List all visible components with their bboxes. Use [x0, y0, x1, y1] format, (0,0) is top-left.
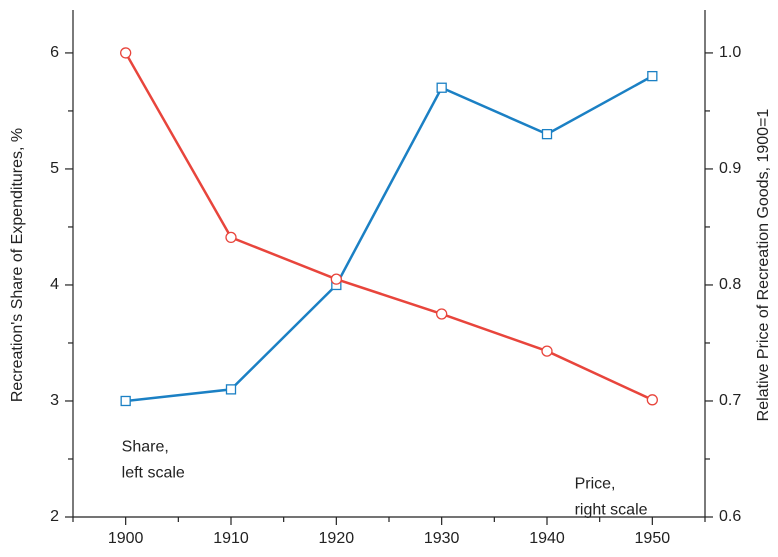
y-tick-label: 3	[50, 392, 59, 409]
point-marker	[120, 395, 131, 407]
x-tick-label: 1930	[424, 530, 460, 547]
y2-axis-label: Relative Price of Recreation Goods, 1900…	[755, 109, 772, 422]
point-marker	[541, 345, 553, 357]
y-tick-label: 2	[50, 508, 59, 525]
y-tick-label: 5	[50, 160, 59, 177]
annotation: Share,	[122, 439, 169, 456]
point-marker	[120, 47, 132, 59]
x-tick-label: 1950	[635, 530, 671, 547]
annotation: Price,	[575, 476, 616, 493]
annotation: left scale	[122, 465, 185, 482]
y2-tick-label: 1.0	[719, 44, 741, 61]
point-marker	[225, 231, 237, 244]
y-tick-label: 6	[50, 44, 59, 61]
point-marker	[436, 82, 447, 93]
series-line	[125, 75, 653, 403]
annotation: right scale	[575, 502, 648, 519]
x-tick-label: 1940	[529, 530, 565, 547]
point-marker	[225, 384, 237, 395]
x-tick-label: 1900	[108, 530, 144, 547]
y-axis-label: Recreation's Share of Expenditures, %	[9, 128, 26, 402]
point-marker	[436, 308, 448, 320]
series-line	[124, 52, 653, 401]
x-tick-label: 1920	[319, 530, 355, 547]
y2-tick-label: 0.6	[719, 508, 741, 525]
y2-tick-label: 0.8	[719, 276, 741, 293]
y2-tick-label: 0.9	[719, 160, 741, 177]
x-tick-label: 1910	[213, 530, 249, 547]
point-marker	[330, 273, 342, 285]
point-marker	[541, 128, 553, 140]
y2-tick-label: 0.7	[719, 392, 741, 409]
point-marker	[646, 394, 658, 406]
point-marker	[647, 70, 658, 82]
y-tick-label: 4	[50, 276, 59, 293]
